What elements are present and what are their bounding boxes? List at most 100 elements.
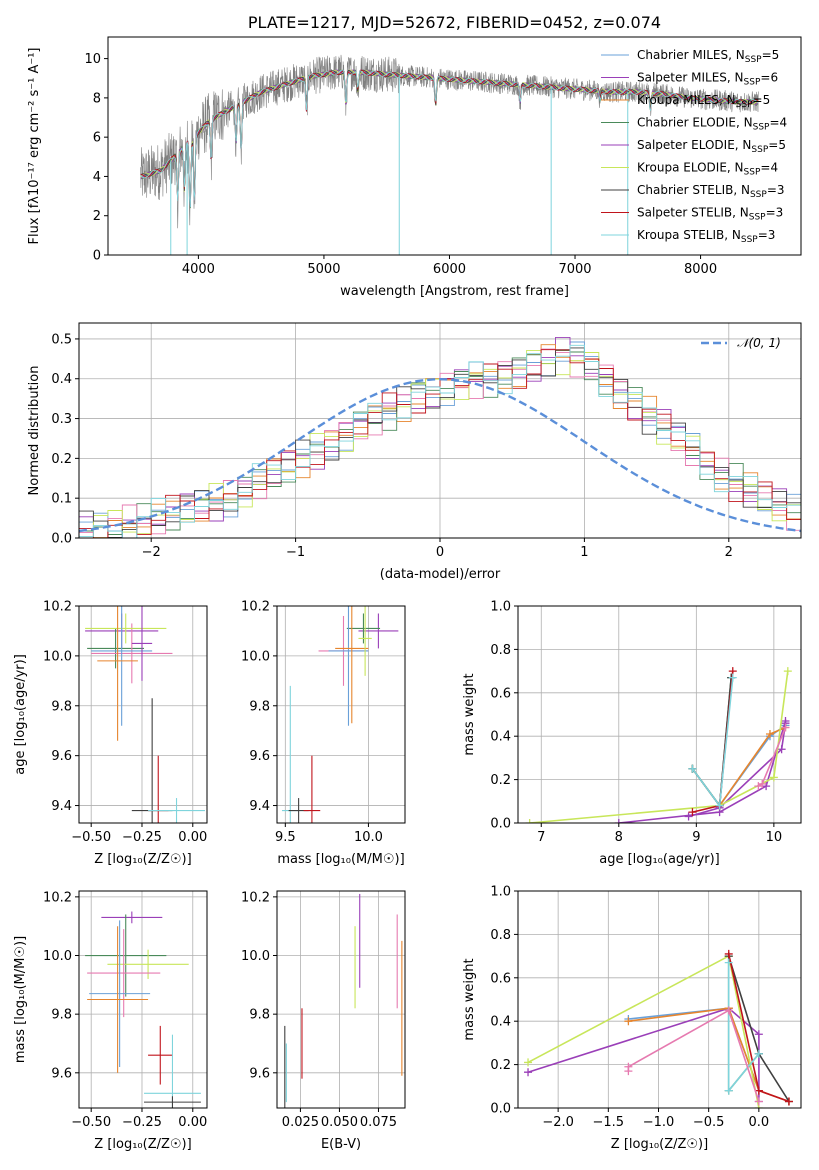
mass-weight-series-line [688,723,787,818]
x-tick-label: 5000 [307,262,340,277]
data-point-marker [765,730,774,739]
y-tick-label: 10.2 [241,600,270,615]
x-tick-label: 9 [692,830,700,845]
age-vs-metallicity-panel: −0.50 −0.25 0.00 9.4 9.6 9.8 10.0 10.2 Z [log₁₀(… [13,600,208,867]
legend-entry: Chabrier STELIB, NSSP=3 [637,183,785,200]
legend-entry-name: Salpeter MILES, N [637,71,744,85]
plot-frame [78,890,208,1109]
data-point-marker [684,812,693,821]
y-tick-label: 0.4 [51,372,72,387]
chart-title: PLATE=1217, MJD=52672, FIBERID=0452, z=0… [248,13,661,32]
y-tick-label: 9.6 [249,749,270,764]
y-tick-label: 0.2 [51,452,72,467]
mass-weight-vs-age-panel: 7 8 9 10 0.0 0.2 0.4 0.6 0.8 1.0 age [log₁₀(age/yr… [462,600,802,867]
legend-entry-name: Chabrier STELIB, N [637,183,750,197]
x-tick-label: 1 [580,545,588,560]
data-point-marker [524,1058,533,1067]
x-tick-label: −1.0 [643,1115,675,1130]
plot-frame [517,605,802,824]
data-point-marker [724,949,733,958]
normal-distribution-curve [79,377,801,533]
y-tick-label: 0.2 [490,1058,511,1073]
residual-histogram-panel: −2 −1 0 1 2 0.0 0.1 0.2 0.3 0.4 0.5 (data-model)/er… [27,322,802,582]
x-tick-label: 7 [537,830,545,845]
y-tick-label: 10.0 [241,949,270,964]
legend-entry-count: =4 [769,116,787,130]
mass-weight-series-line [527,954,760,1108]
y-axis-label: age [log₁₀(age/yr)] [13,654,28,775]
y-tick-label: 0.5 [51,332,72,347]
plot-frame [276,605,406,824]
histogram-step-line [79,344,801,538]
plot-frame [276,890,406,1109]
data-point-marker [754,1086,763,1095]
x-tick-label: 8 [615,830,623,845]
legend-entry-subscript: SSP [744,78,761,88]
mass-weight-series-line [691,677,734,808]
data-point-marker [614,819,623,823]
x-tick-label: 10.0 [354,830,383,845]
legend-entry-name: Chabrier MILES, N [637,48,745,62]
legend-entry-subscript: SSP [736,100,753,110]
legend-entry-name: Chabrier ELODIE, N [637,116,753,130]
legend-entry-count: =5 [768,138,786,152]
y-tick-label: 0.6 [490,971,511,986]
x-tick-label: 6000 [433,262,466,277]
x-tick-label: −0.50 [71,1115,111,1130]
y-axis-label: mass weight [462,958,477,1040]
histogram-step-line [79,336,801,538]
legend-entry: Kroupa MILES, NSSP=5 [637,93,770,110]
y-tick-label: 8 [93,91,101,106]
y-tick-label: 1.0 [490,885,511,900]
legend-entry: Salpeter ELODIE, NSSP=5 [637,138,786,155]
x-tick-label: −0.50 [71,830,111,845]
x-tick-label: −0.25 [122,830,162,845]
legend-entry-count: =5 [762,48,780,62]
x-axis-label: E(B-V) [321,1137,361,1152]
data-point-marker [624,1062,633,1071]
y-tick-label: 9.4 [249,799,270,814]
data-point-marker [624,1017,633,1026]
y-tick-label: 9.6 [51,1066,72,1081]
mass-weight-series-line [527,1007,760,1102]
data-point-marker [784,1097,793,1106]
data-point-marker [715,801,724,810]
mass-vs-metallicity-panel: −0.50 −0.25 0.00 9.6 9.8 10.0 10.2 Z [log₁₀(Z/Z… [13,890,208,1152]
y-tick-label: 0.8 [490,928,511,943]
y-tick-label: 2 [93,209,101,224]
legend-entry-count: =6 [760,71,778,85]
legend-entry-name: Kroupa STELIB, N [637,228,741,242]
data-point-marker [688,764,697,773]
y-tick-label: 0.6 [490,686,511,701]
y-tick-label: 0.8 [490,643,511,658]
data-point-marker [758,779,767,788]
legend-entry: Kroupa ELODIE, NSSP=4 [637,161,778,178]
x-axis-label: Z [log₁₀(Z/Z☉)] [611,1137,708,1152]
legend-entry-subscript: SSP [744,168,761,178]
data-point-marker [724,1086,733,1095]
x-tick-label: 8000 [684,262,717,277]
x-axis-label: Z [log₁₀(Z/Z☉)] [94,1137,191,1152]
data-point-marker [524,1068,533,1077]
y-tick-label: 6 [93,131,101,146]
y-tick-label: 10.2 [43,600,72,615]
y-tick-label: 0.0 [490,817,511,832]
x-axis-label: Z [log₁₀(Z/Z☉)] [94,852,191,867]
y-axis-label: Flux [fλ10⁻¹⁷ erg cm⁻² s⁻¹ A⁻¹] [27,48,42,245]
x-tick-label: −2 [142,545,161,560]
data-point-marker [724,958,733,967]
legend-entry-subscript: SSP [753,123,770,133]
y-axis-label: mass [log₁₀(M/M☉)] [13,936,28,1063]
legend-entry-subscript: SSP [750,190,767,200]
x-axis-label: wavelength [Angstrom, rest frame] [340,284,569,299]
y-tick-label: 9.4 [51,799,72,814]
y-tick-label: 10.2 [241,890,270,905]
plot-frame [107,36,802,256]
y-tick-label: 9.6 [249,1066,270,1081]
data-point-marker [728,673,737,682]
legend-entry-name: Kroupa MILES, N [637,93,736,107]
y-tick-label: 1.0 [490,600,511,615]
x-tick-label: 0.075 [360,1115,397,1130]
y-tick-label: 0.4 [490,730,511,745]
